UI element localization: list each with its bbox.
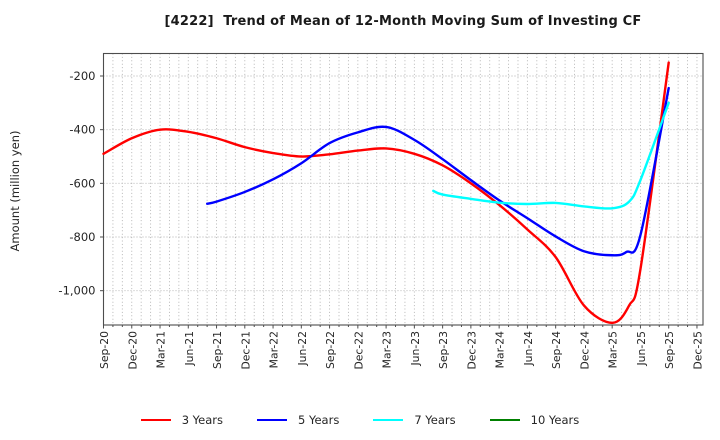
tick-marks [100, 75, 698, 329]
x-tick-label: Jun-23 [409, 331, 422, 367]
legend-item-10-years: 10 Years [489, 413, 580, 427]
x-tick-label: Mar-22 [268, 331, 281, 368]
legend-label: 10 Years [530, 413, 580, 427]
series-line-3-years [102, 61, 670, 325]
x-tick-label: Sep-20 [98, 331, 111, 369]
legend-swatch [257, 419, 288, 421]
x-tick-label: Dec-21 [239, 331, 252, 370]
y-tick-label: -200 [69, 69, 95, 83]
legend-item-7-years: 7 Years [373, 413, 456, 427]
x-tick-label: Dec-25 [691, 331, 704, 370]
x-tick-label: Mar-24 [494, 331, 507, 368]
x-tick-label: Dec-23 [465, 331, 478, 370]
x-tick-label: Sep-22 [324, 331, 337, 369]
legend-item-5-years: 5 Years [257, 413, 339, 427]
gridlines [103, 53, 703, 325]
x-tick-label: Jun-21 [183, 331, 196, 367]
x-tick-label: Dec-24 [578, 331, 591, 370]
y-tick-label: -1,000 [58, 284, 95, 298]
legend-swatch [373, 419, 404, 421]
plot-frame [102, 52, 704, 326]
legend-label: 5 Years [298, 413, 340, 427]
series-line-7-years [432, 101, 670, 210]
legend-item-3-years: 3 Years [140, 413, 224, 427]
y-tick-label: -400 [69, 123, 95, 137]
y-tick-label: -800 [69, 230, 95, 244]
x-tick-label: Mar-21 [155, 331, 168, 368]
x-tick-label: Jun-25 [635, 331, 648, 367]
x-tick-label: Dec-22 [352, 331, 365, 370]
x-tick-label: Sep-25 [663, 331, 676, 369]
x-tick-label: Mar-25 [607, 331, 620, 368]
x-tick-label: Jun-24 [522, 331, 535, 367]
x-tick-label: Sep-24 [550, 331, 563, 369]
x-tick-label: Jun-22 [296, 331, 309, 367]
y-tick-label: -600 [69, 176, 95, 190]
x-tick-label: Mar-23 [381, 331, 394, 368]
x-tick-label: Sep-23 [437, 331, 450, 369]
legend-swatch [140, 419, 171, 421]
legend: 3 Years 5 Years 7 Years 10 Years [0, 408, 720, 432]
x-tick-label: Dec-20 [126, 331, 139, 370]
chart-title: [4222] Trend of Mean of 12-Month Moving … [164, 14, 642, 29]
legend-label: 7 Years [414, 413, 456, 427]
series-line-5-years [206, 86, 670, 257]
legend-label: 3 Years [181, 413, 224, 427]
x-tick-label: Sep-21 [211, 331, 224, 369]
legend-swatch [489, 419, 520, 421]
